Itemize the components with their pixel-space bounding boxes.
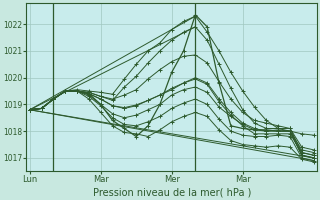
X-axis label: Pression niveau de la mer( hPa ): Pression niveau de la mer( hPa ) — [92, 187, 251, 197]
